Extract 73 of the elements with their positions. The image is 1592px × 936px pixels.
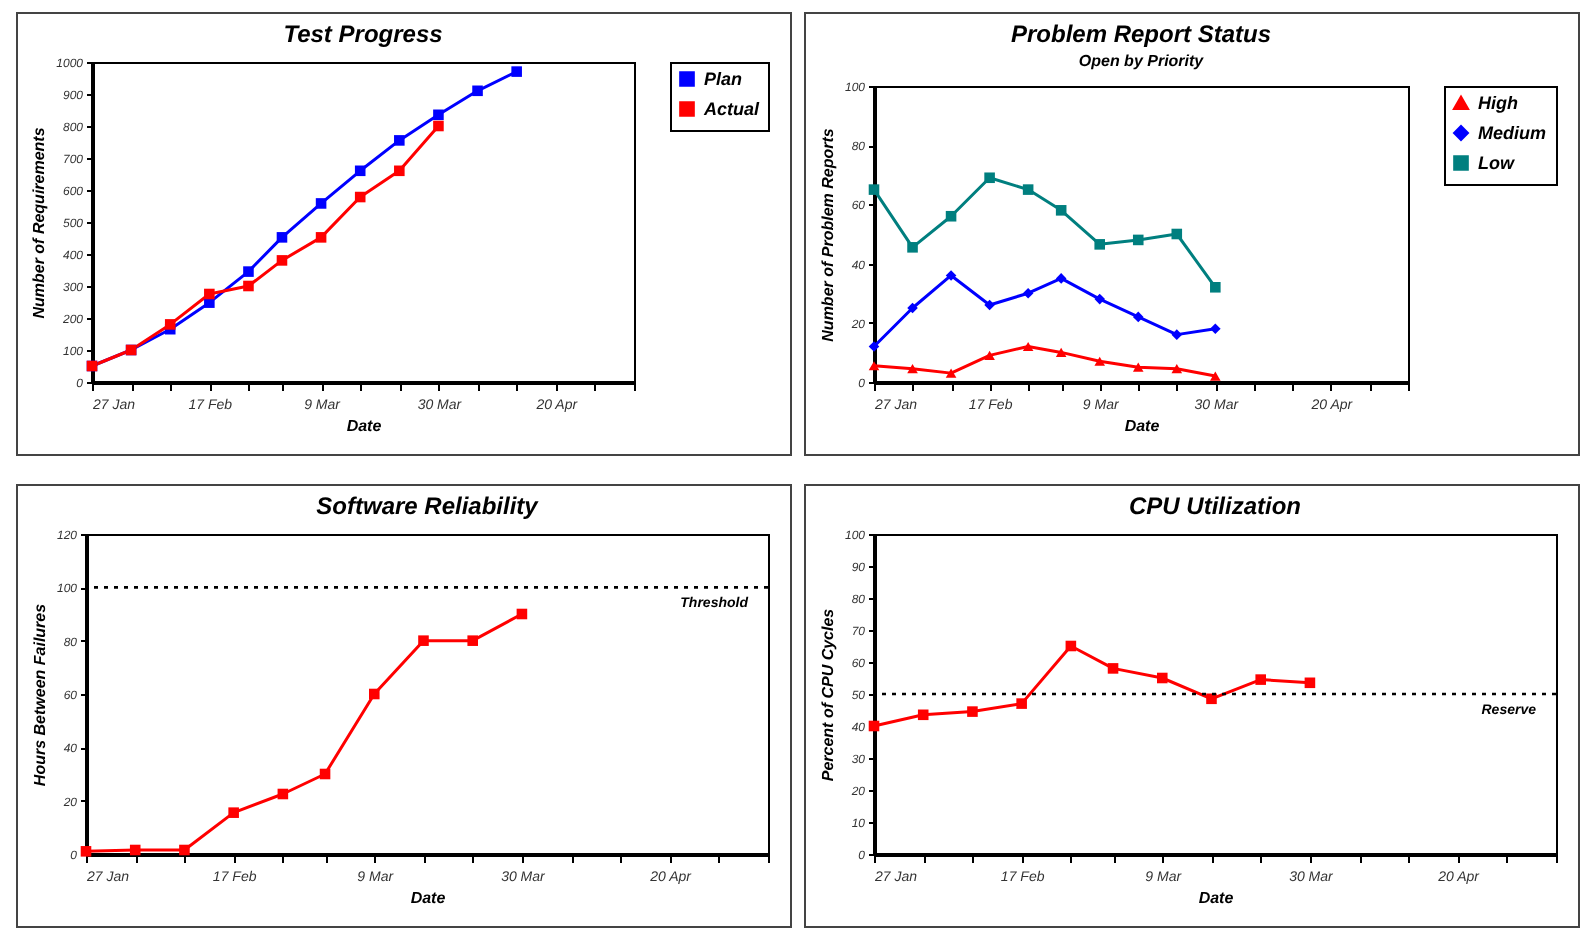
point <box>868 184 880 195</box>
point <box>472 85 483 97</box>
point <box>1094 293 1105 305</box>
point <box>204 288 215 300</box>
point <box>315 198 327 209</box>
point <box>315 232 327 243</box>
point <box>129 844 141 856</box>
legend-label: Actual <box>702 99 761 119</box>
point <box>1055 273 1067 284</box>
legend-label: Medium <box>1478 123 1547 143</box>
y-axis-title: Hours Between Failures <box>30 602 49 787</box>
point <box>243 266 254 277</box>
point <box>1210 281 1221 293</box>
x-axis-title: Date <box>1198 889 1235 907</box>
point <box>1206 693 1217 705</box>
point <box>368 688 380 700</box>
point <box>80 846 92 857</box>
point <box>945 368 957 378</box>
point <box>945 210 957 222</box>
x-axis-title: Date <box>1124 417 1161 435</box>
point <box>467 635 478 646</box>
point <box>276 232 288 243</box>
point <box>917 709 929 721</box>
point <box>1255 674 1266 685</box>
point <box>907 364 918 374</box>
point <box>433 109 444 121</box>
point <box>907 242 918 253</box>
point <box>394 165 405 177</box>
point <box>1022 184 1034 195</box>
point <box>179 844 190 856</box>
point <box>433 120 444 132</box>
point <box>1210 323 1221 335</box>
chart-subtitle: Open by Priority <box>1078 52 1205 70</box>
point <box>967 706 978 717</box>
point <box>1094 239 1105 250</box>
point <box>1171 329 1183 340</box>
legend-label: Low <box>1478 153 1516 173</box>
point <box>1055 347 1067 357</box>
point <box>984 172 995 184</box>
x-axis-title: Date <box>346 417 383 435</box>
legend-label: Plan <box>704 69 744 89</box>
point <box>276 255 288 266</box>
point <box>228 807 239 818</box>
point <box>511 66 522 77</box>
point <box>868 720 880 732</box>
point <box>243 280 254 292</box>
point <box>1132 362 1144 372</box>
chart-title: Software Reliability <box>316 492 541 520</box>
point <box>1132 311 1144 323</box>
x-axis-title: Date <box>410 889 447 907</box>
y-axis-title: Number of Requirements <box>30 126 49 319</box>
point <box>1210 371 1221 381</box>
y-axis-title: Number of Problem Reports <box>818 127 837 342</box>
point <box>1171 228 1183 240</box>
point <box>1094 356 1105 366</box>
chart-title: Test Progress <box>283 20 444 48</box>
point <box>984 350 995 360</box>
point <box>868 361 880 371</box>
point <box>1022 287 1034 299</box>
point <box>1171 364 1183 374</box>
point <box>1156 672 1168 684</box>
point <box>1016 698 1027 709</box>
point <box>394 135 405 146</box>
chart-title: CPU Utilization <box>1129 492 1301 520</box>
y-axis-title: Percent of CPU Cycles <box>818 607 837 782</box>
legend-label: High <box>1478 93 1519 113</box>
chart-title: Problem Report Status <box>1010 20 1272 48</box>
point <box>1132 234 1144 246</box>
point <box>1107 663 1119 674</box>
point <box>418 635 429 646</box>
point <box>1022 341 1034 352</box>
point <box>164 319 176 330</box>
point <box>1055 205 1067 216</box>
